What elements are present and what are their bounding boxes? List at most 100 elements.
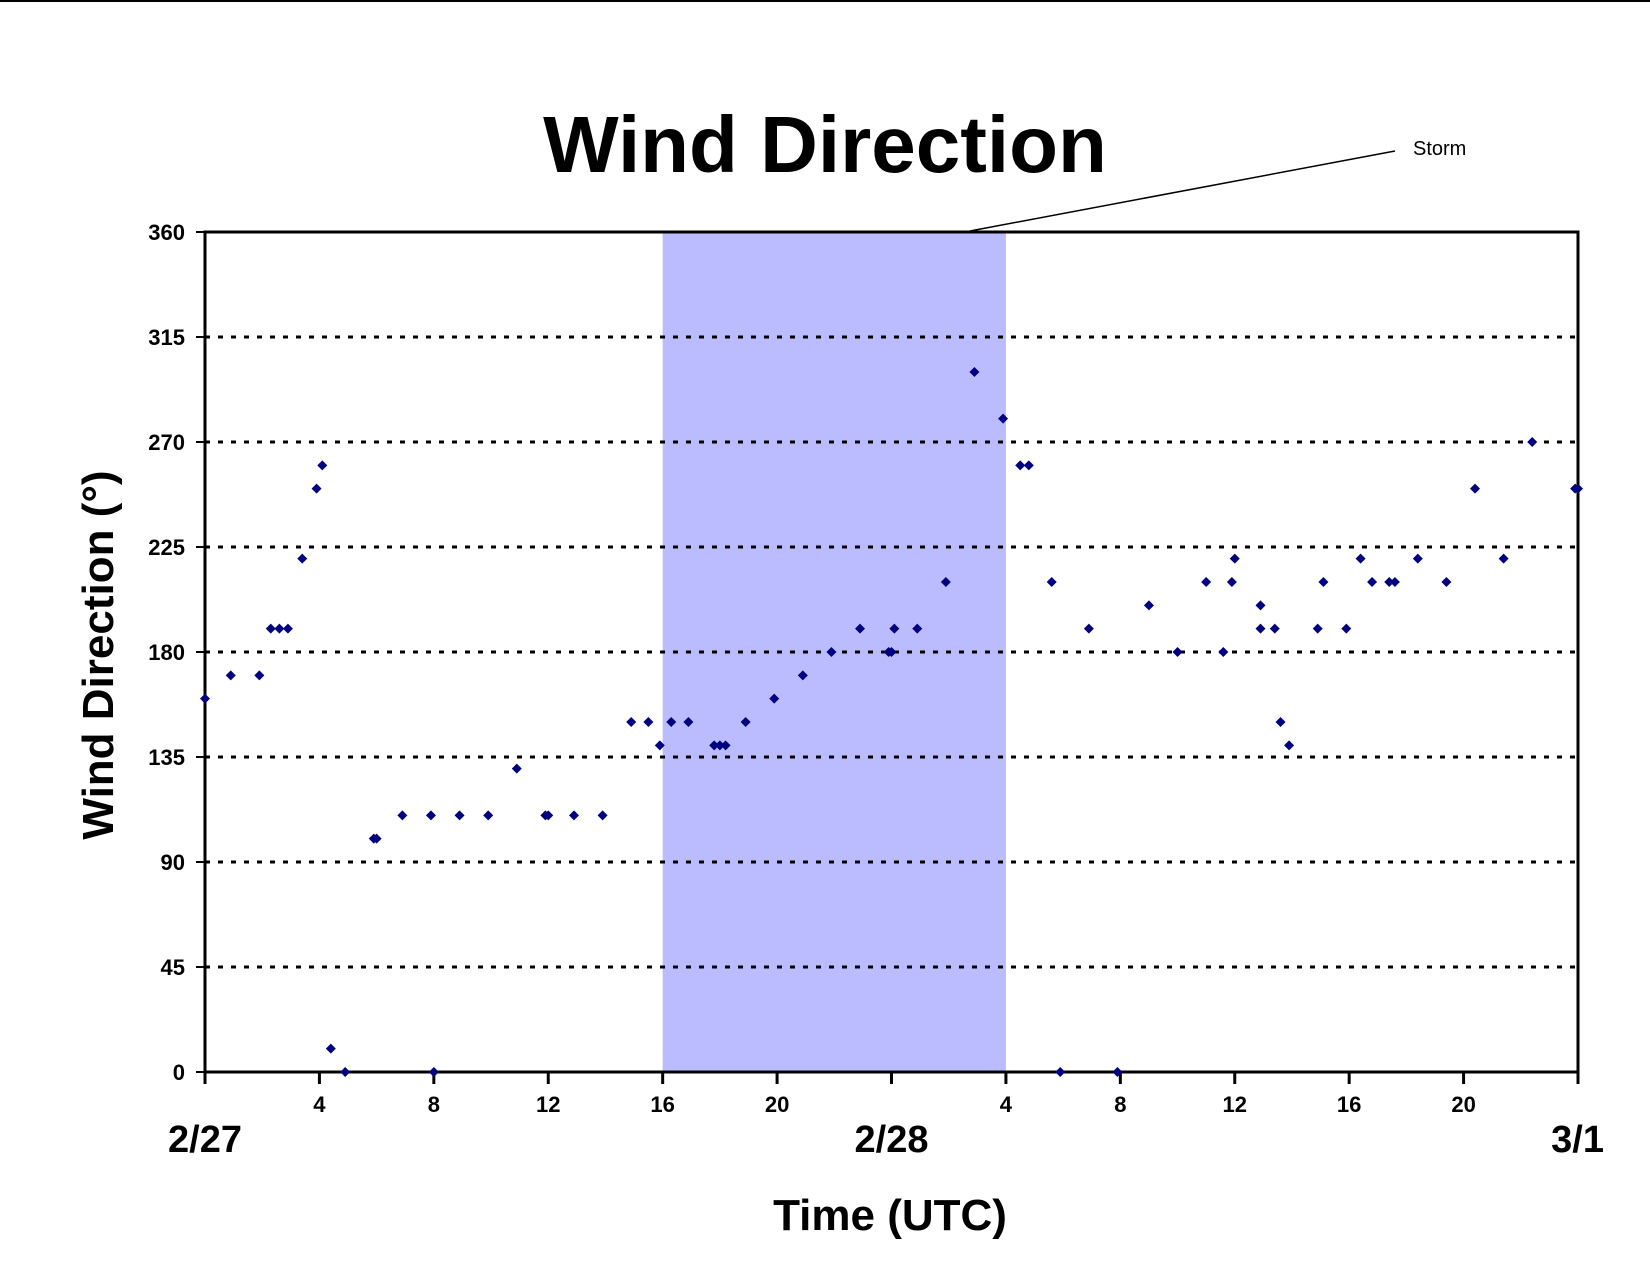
x-axis-title: Time (UTC) (773, 1191, 1007, 1240)
data-point (1384, 577, 1395, 587)
data-point (826, 647, 837, 657)
data-point (1412, 553, 1423, 564)
data-point (425, 810, 436, 821)
data-point (428, 1067, 439, 1077)
data-point (454, 810, 465, 821)
data-point (720, 740, 731, 751)
y-tick-label: 270 (148, 430, 185, 455)
data-points (200, 367, 1583, 1077)
data-point (626, 717, 637, 727)
data-point (666, 717, 677, 727)
data-point (643, 717, 654, 727)
y-tick-label: 90 (161, 850, 185, 875)
data-point (225, 670, 236, 681)
storm-annotation-label: Storm (1413, 138, 1466, 160)
data-point (1143, 600, 1154, 611)
data-point (1015, 460, 1026, 471)
data-point (317, 460, 328, 471)
x-date-label: 2/28 (855, 1119, 929, 1161)
data-point (889, 623, 900, 634)
data-point (654, 740, 665, 751)
data-point (340, 1067, 351, 1077)
data-point (1255, 600, 1266, 611)
data-point (1441, 577, 1452, 587)
data-point (1498, 553, 1509, 564)
data-point (483, 810, 494, 821)
x-tick-label: 4 (1000, 1092, 1013, 1117)
data-point (1367, 577, 1378, 587)
x-date-label: 3/1 (1551, 1119, 1604, 1161)
data-point (1083, 623, 1094, 634)
x-tick-label: 16 (1337, 1092, 1361, 1117)
data-point (568, 810, 579, 821)
data-point (886, 647, 897, 657)
data-point (683, 717, 694, 727)
data-point (1318, 577, 1329, 587)
data-point (200, 693, 210, 704)
data-point (265, 623, 276, 634)
y-tick-label: 135 (148, 745, 185, 770)
data-point (855, 623, 866, 634)
data-point (1275, 717, 1286, 727)
data-point (1284, 740, 1295, 751)
data-point (1218, 647, 1229, 657)
data-point (311, 483, 322, 494)
data-point (1312, 623, 1323, 634)
y-tick-label: 0 (173, 1060, 185, 1085)
data-point (709, 740, 720, 751)
data-point (1172, 647, 1183, 657)
data-point (1112, 1067, 1123, 1077)
top-border-line (0, 0, 1650, 2)
y-tick-label: 180 (148, 640, 185, 665)
x-tick-label: 8 (428, 1092, 440, 1117)
data-point (543, 810, 554, 821)
x-date-label: 2/27 (168, 1119, 242, 1161)
data-point (597, 810, 608, 821)
data-point (1527, 437, 1538, 447)
data-point (740, 717, 751, 727)
data-point (969, 367, 980, 377)
x-tick-label: 12 (536, 1092, 560, 1117)
data-point (1355, 553, 1366, 564)
data-point (1470, 483, 1481, 494)
data-point (1023, 460, 1034, 471)
data-point (1341, 623, 1352, 634)
x-tick-label: 16 (650, 1092, 674, 1117)
data-point (325, 1043, 336, 1054)
x-tick-label: 20 (765, 1092, 789, 1117)
data-point (282, 623, 293, 634)
x-tick-label: 4 (313, 1092, 326, 1117)
data-point (371, 833, 382, 844)
x-tick-label: 20 (1451, 1092, 1475, 1117)
data-point (714, 740, 725, 751)
data-point (769, 693, 780, 704)
data-point (1389, 577, 1400, 587)
data-point (1046, 577, 1057, 587)
y-tick-label: 315 (148, 325, 185, 350)
y-axis-ticks: 0 45 90 135 180 225 270 315 360 (148, 220, 205, 1085)
data-point (1201, 577, 1212, 587)
data-point (1226, 577, 1237, 587)
y-axis-title: Wind Direction (°) (74, 470, 123, 839)
storm-annotation-leader (969, 150, 1396, 232)
chart-title: Wind Direction (543, 100, 1107, 189)
data-point (998, 413, 1009, 424)
y-tick-label: 225 (148, 535, 185, 560)
data-point (511, 763, 522, 774)
data-point (1055, 1067, 1066, 1077)
data-point (297, 553, 308, 564)
x-tick-label: 12 (1223, 1092, 1247, 1117)
data-point (1229, 553, 1240, 564)
y-tick-label: 360 (148, 220, 185, 245)
data-point (254, 670, 265, 681)
data-point (1269, 623, 1280, 634)
data-point (912, 623, 923, 634)
x-tick-label: 8 (1114, 1092, 1126, 1117)
data-point (397, 810, 408, 821)
data-point (940, 577, 951, 587)
data-point (797, 670, 808, 681)
data-point (1255, 623, 1266, 634)
data-point (274, 623, 285, 634)
x-axis-ticks: 4 8 12 16 20 4 8 12 16 20 2/27 2/28 3/1 (168, 1072, 1604, 1161)
